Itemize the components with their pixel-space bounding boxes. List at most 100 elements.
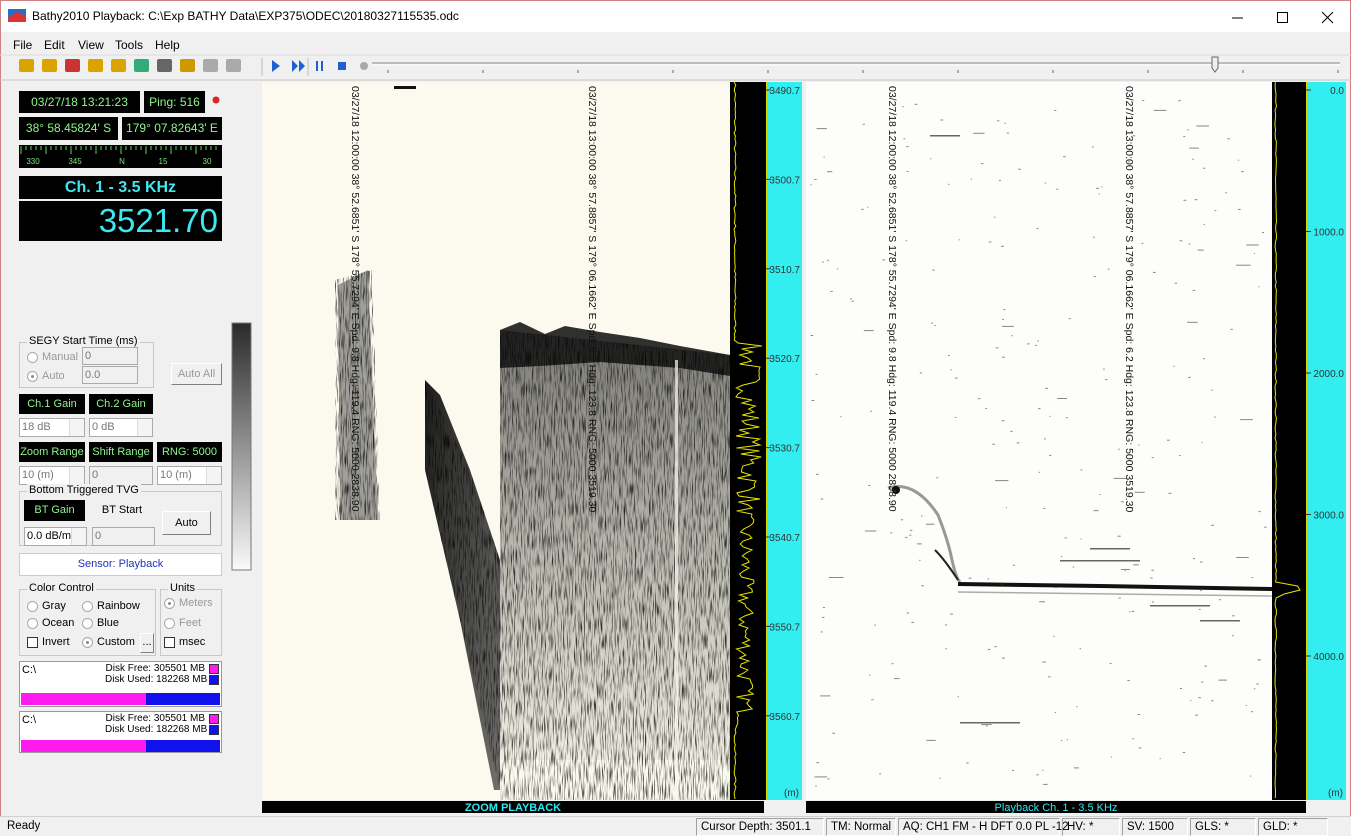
- toolbar-button[interactable]: [226, 59, 241, 72]
- playback-button[interactable]: [292, 60, 305, 72]
- echo-speck: [829, 577, 844, 578]
- echo-speck: [1010, 431, 1012, 432]
- playback-button[interactable]: [272, 60, 280, 72]
- echo-speck: [1193, 558, 1195, 559]
- echo-speck: [981, 163, 983, 164]
- toolbar-button[interactable]: [65, 59, 80, 72]
- echo-speck: [1063, 156, 1066, 157]
- menu-item[interactable]: File: [13, 38, 32, 52]
- radio-button[interactable]: [27, 352, 38, 363]
- echo-speck: [827, 171, 832, 172]
- checkbox[interactable]: [27, 637, 38, 648]
- echo-speck: [1214, 417, 1216, 418]
- zoom-depth-scale: [766, 82, 802, 800]
- disk-used: Disk Used: 182268 MB: [105, 724, 205, 735]
- toolbar-button[interactable]: [111, 59, 126, 72]
- longitude: 179° 07.82643' E: [122, 117, 222, 140]
- toolbar-button[interactable]: [203, 59, 218, 72]
- checkbox[interactable]: [164, 637, 175, 648]
- echo-speck: [1013, 565, 1015, 566]
- window-title: Bathy2010 Playback: C:\Exp BATHY Data\EX…: [32, 9, 459, 23]
- echo-speck: [915, 104, 918, 105]
- menu-item[interactable]: Help: [155, 38, 180, 52]
- echo-speck: [1198, 250, 1204, 251]
- echo-speck: [1154, 110, 1167, 111]
- disk-usage-bar-free: [21, 693, 146, 705]
- radio-label: Meters: [179, 597, 213, 609]
- echo-speck: [1099, 494, 1100, 495]
- radio-button[interactable]: [27, 618, 38, 629]
- radio-button[interactable]: [27, 371, 38, 382]
- toolbar-icon: [226, 59, 241, 72]
- zoom-range-button[interactable]: Zoom Range: [19, 442, 85, 462]
- disk-free-swatch: [209, 714, 219, 724]
- echo-speck: [811, 335, 814, 336]
- echo-speck: [959, 239, 960, 240]
- ping-annotation: 03/27/18 12:00:00 38° 52.6851' S 178° 55…: [886, 86, 898, 512]
- echo-speck: [1129, 611, 1130, 612]
- rng-button[interactable]: RNG: 5000: [157, 442, 222, 462]
- echo-speck: [1103, 369, 1105, 370]
- auto-all-button[interactable]: Auto All: [171, 363, 222, 385]
- radio-button[interactable]: [82, 618, 93, 629]
- dropdown-arrow[interactable]: [69, 419, 84, 436]
- toolbar-button[interactable]: [88, 59, 103, 72]
- radio-button[interactable]: [82, 637, 93, 648]
- scale-label: 0.0: [1330, 86, 1344, 97]
- playback-button[interactable]: [316, 61, 323, 71]
- echo-speck: [1138, 444, 1139, 445]
- toolbar-icon: [134, 59, 149, 72]
- toolbar-button[interactable]: [157, 59, 172, 72]
- menu-item[interactable]: View: [78, 38, 104, 52]
- echo-speck: [814, 776, 827, 777]
- menu-item[interactable]: Tools: [115, 38, 143, 52]
- tvg-auto-button[interactable]: Auto: [162, 511, 211, 535]
- ch2-gain-button[interactable]: Ch.2 Gain: [89, 394, 153, 414]
- menu-item[interactable]: Edit: [44, 38, 65, 52]
- radio-button[interactable]: [164, 598, 175, 609]
- playback-slider[interactable]: [372, 57, 1340, 72]
- segy-auto-input[interactable]: 0.0: [82, 366, 138, 384]
- echo-speck: [930, 158, 931, 159]
- more-button[interactable]: ...: [140, 633, 154, 653]
- dropdown-arrow[interactable]: [137, 419, 152, 436]
- echo-speck: [1168, 493, 1171, 494]
- ch1-gain-button[interactable]: Ch.1 Gain: [19, 394, 85, 414]
- radio-button[interactable]: [82, 601, 93, 612]
- echo-speck: [815, 785, 816, 786]
- echo-speck: [1081, 539, 1082, 540]
- disk-drive: C:\: [22, 664, 36, 676]
- echo-speck: [865, 531, 876, 532]
- echo-speck: [1211, 525, 1214, 526]
- toolbar-button[interactable]: [42, 59, 57, 72]
- echo-speck: [1099, 193, 1100, 194]
- shift-range-button[interactable]: Shift Range: [89, 442, 153, 462]
- depth-readout: 3521.70: [19, 201, 222, 241]
- toolbar-button[interactable]: [134, 59, 149, 72]
- scale-label: 4000.0: [1313, 652, 1344, 663]
- echo-speck: [1227, 138, 1230, 139]
- echo-speck: [1211, 700, 1213, 701]
- echo-speck: [811, 184, 812, 185]
- toolbar-button[interactable]: [19, 59, 34, 72]
- dropdown-arrow[interactable]: [71, 528, 86, 545]
- segy-manual-input[interactable]: 0: [82, 347, 138, 365]
- bt-gain-button[interactable]: BT Gain: [24, 500, 85, 521]
- dropdown-arrow[interactable]: [69, 467, 84, 484]
- echo-speck: [874, 625, 876, 626]
- playback-button[interactable]: [338, 62, 346, 70]
- radio-button[interactable]: [164, 618, 175, 629]
- echo-speck: [988, 578, 990, 579]
- echo-speck: [1200, 562, 1203, 563]
- caption: ZOOM PLAYBACK: [465, 802, 561, 814]
- echo-speck: [1094, 510, 1099, 511]
- shift-range-input[interactable]: 0: [89, 466, 153, 485]
- bt-start-input[interactable]: 0: [92, 527, 155, 546]
- toolbar-button[interactable]: [180, 59, 195, 72]
- echo-speck: [868, 485, 870, 486]
- echo-speck: [1037, 340, 1039, 341]
- dropdown-arrow[interactable]: [206, 467, 221, 484]
- radio-button[interactable]: [27, 601, 38, 612]
- compass-label: N: [119, 157, 125, 166]
- echo-speck: [1246, 245, 1259, 246]
